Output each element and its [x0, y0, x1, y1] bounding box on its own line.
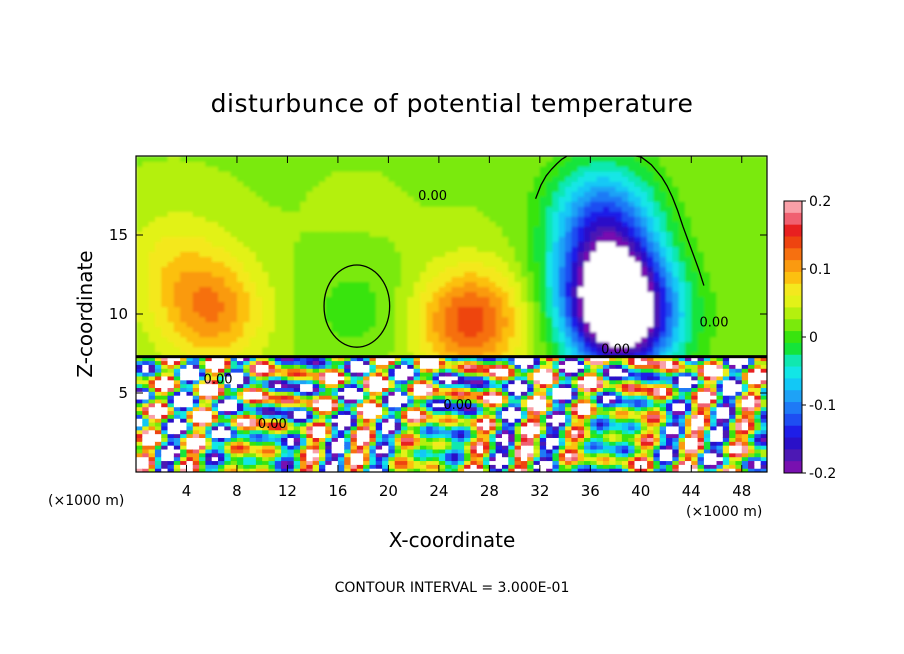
x-tick-label: 8 [232, 482, 242, 500]
x-axis-unit-right: (×1000 m) [686, 504, 762, 520]
colorbar-segment [784, 342, 802, 356]
colorbar-segment [784, 331, 802, 344]
turbulent-layer [136, 355, 767, 472]
colorbar-segment [784, 224, 802, 237]
colorbar-segment [784, 425, 802, 438]
x-tick-label: 4 [182, 482, 192, 500]
x-tick-label: 24 [429, 482, 448, 500]
closed-contour [323, 264, 391, 348]
chart-title: disturbunce of potential temperature [211, 89, 694, 118]
colorbar-segment [784, 307, 802, 320]
colorbar-segment [784, 366, 802, 379]
colorbar: 0.2 0.1 0 -0.1 -0.2 [783, 194, 836, 482]
x-tick-label: 36 [581, 482, 600, 500]
colorbar-segment [784, 319, 802, 332]
x-tick-label: 16 [328, 482, 347, 500]
colorbar-segment [784, 390, 802, 403]
x-axis: 4 8 12 16 20 24 28 32 36 40 44 48 [182, 156, 751, 500]
plot-area [136, 156, 767, 472]
x-tick-label: 48 [732, 482, 751, 500]
colorbar-segment [784, 271, 802, 285]
colorbar-segment [784, 413, 802, 427]
colorbar-segment [784, 461, 802, 474]
colorbar-segment [784, 295, 802, 308]
x-tick-label: 32 [530, 482, 549, 500]
colorbar-segment [784, 402, 802, 415]
contour-label: 0.00 [258, 417, 287, 432]
colorbar-tick-label: 0.2 [809, 194, 831, 210]
x-axis-label: X-coordinate [389, 528, 516, 552]
colorbar-segment [784, 283, 802, 297]
colorbar-tick-label: 0.1 [809, 262, 831, 278]
x-tick-label: 12 [278, 482, 297, 500]
colorbar-tick-label: -0.2 [809, 466, 836, 482]
colorbar-tick-label: -0.1 [809, 398, 836, 414]
y-tick-label: 15 [109, 226, 128, 244]
contour-interval-note: CONTOUR INTERVAL = 3.000E-01 [335, 580, 570, 596]
colorbar-segment [784, 248, 802, 261]
contour-label: 0.00 [601, 343, 630, 358]
color-field [136, 156, 767, 358]
colorbar-tick-label: 0 [809, 330, 818, 346]
x-tick-label: 40 [631, 482, 650, 500]
colorbar-segment [784, 378, 802, 391]
y-tick-label: 5 [118, 384, 128, 402]
contour-label: 0.00 [418, 189, 447, 204]
colorbar-segment [784, 449, 802, 462]
colorbar-segment [784, 260, 802, 273]
zero-contour [534, 156, 705, 286]
colorbar-segment [784, 236, 802, 249]
contour-labels: 0.00 0.00 0.00 0.00 0.00 0.00 [204, 189, 729, 432]
x-tick-label: 44 [682, 482, 701, 500]
y-axis: 5 10 15 [109, 226, 767, 402]
contour-label: 0.00 [443, 398, 472, 413]
colorbar-segment [784, 212, 802, 226]
contour-label: 0.00 [204, 373, 233, 388]
colorbar-segment [784, 201, 802, 214]
x-axis-unit-left: (×1000 m) [48, 493, 124, 509]
x-tick-label: 20 [379, 482, 398, 500]
interface-band [136, 355, 767, 359]
y-axis-label: Z-coordinate [73, 250, 97, 377]
x-tick-label: 28 [480, 482, 499, 500]
colorbar-segment [784, 437, 802, 450]
contour-lines [323, 156, 705, 348]
contour-label: 0.00 [700, 316, 729, 331]
colorbar-segment [784, 354, 802, 367]
y-tick-label: 10 [109, 305, 128, 323]
